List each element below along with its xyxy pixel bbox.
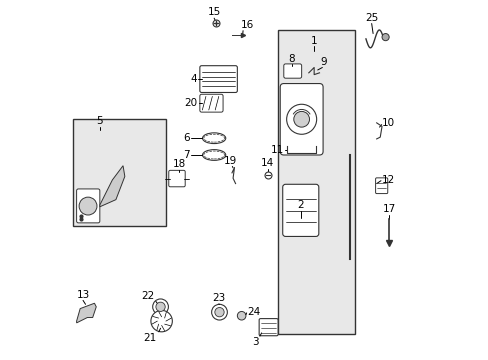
FancyBboxPatch shape — [200, 66, 237, 93]
Text: 2: 2 — [297, 201, 304, 210]
Text: 17: 17 — [382, 204, 395, 214]
Circle shape — [214, 307, 224, 317]
Circle shape — [79, 197, 97, 215]
FancyBboxPatch shape — [375, 178, 387, 194]
Circle shape — [156, 302, 165, 311]
Text: 15: 15 — [207, 8, 220, 18]
Bar — [278, 30, 354, 334]
Text: 10: 10 — [381, 118, 394, 128]
Circle shape — [151, 310, 172, 332]
Circle shape — [152, 299, 168, 315]
Text: 20: 20 — [184, 98, 197, 108]
Text: 19: 19 — [223, 156, 236, 166]
FancyBboxPatch shape — [77, 189, 100, 223]
Bar — [73, 119, 165, 226]
Circle shape — [211, 304, 227, 320]
Text: 6: 6 — [183, 133, 190, 143]
FancyBboxPatch shape — [259, 319, 278, 336]
Text: 23: 23 — [212, 293, 225, 303]
Text: 12: 12 — [381, 175, 394, 185]
FancyBboxPatch shape — [282, 184, 318, 237]
Text: 8: 8 — [288, 54, 294, 64]
FancyBboxPatch shape — [283, 64, 301, 78]
Text: 18: 18 — [172, 159, 186, 169]
FancyBboxPatch shape — [280, 84, 323, 155]
Text: 25: 25 — [365, 13, 378, 23]
FancyBboxPatch shape — [200, 94, 223, 112]
Text: 3: 3 — [252, 337, 258, 347]
Circle shape — [237, 311, 245, 320]
Polygon shape — [100, 166, 124, 207]
FancyBboxPatch shape — [168, 170, 185, 187]
Text: 21: 21 — [143, 333, 157, 343]
Text: 22: 22 — [141, 291, 154, 301]
Text: 11: 11 — [270, 145, 283, 156]
Text: 14: 14 — [261, 158, 274, 168]
Text: 9: 9 — [320, 58, 326, 67]
Text: 5: 5 — [96, 116, 103, 126]
Circle shape — [286, 104, 316, 134]
Text: 1: 1 — [310, 36, 317, 46]
Text: 13: 13 — [77, 290, 90, 300]
Circle shape — [293, 111, 309, 127]
Polygon shape — [77, 303, 96, 323]
Text: 7: 7 — [183, 150, 190, 160]
Text: 16: 16 — [241, 20, 254, 30]
Circle shape — [381, 33, 388, 41]
Text: 24: 24 — [247, 307, 260, 317]
Text: 4: 4 — [190, 73, 197, 84]
